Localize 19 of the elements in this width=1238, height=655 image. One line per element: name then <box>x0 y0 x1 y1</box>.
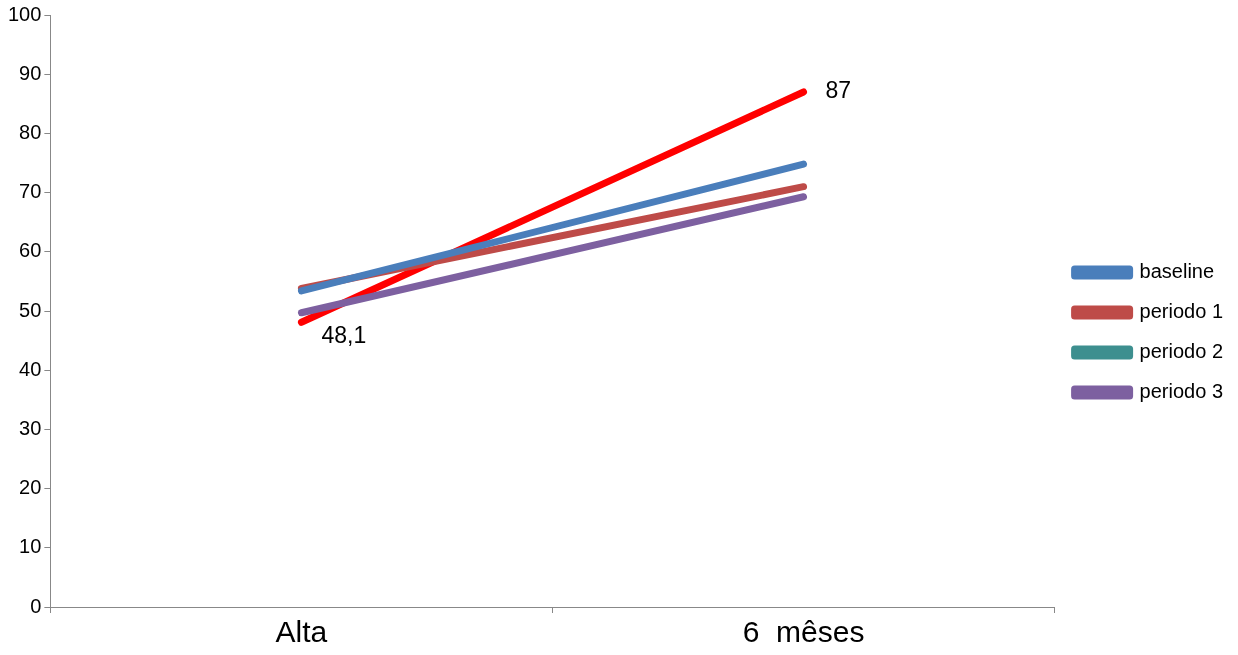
y-tick-label: 20 <box>19 476 42 499</box>
x-tick-label: Alta <box>275 615 328 649</box>
y-tick-label: 50 <box>19 298 42 321</box>
data-label: 48,1 <box>321 321 367 348</box>
x-tick-label: 6 mêses <box>742 615 865 649</box>
y-tick-label: 90 <box>19 61 42 84</box>
y-tick-label: 40 <box>19 357 42 380</box>
y-tick-label: 10 <box>19 535 42 558</box>
data-label: 87 <box>825 77 852 104</box>
y-tick-label: 60 <box>19 239 42 262</box>
legend-label: periodo 2 <box>1139 340 1224 363</box>
y-tick-label: 70 <box>19 180 42 203</box>
y-tick-label: 30 <box>19 416 42 439</box>
legend-label: periodo 3 <box>1139 380 1224 403</box>
legend-label: periodo 1 <box>1139 300 1224 323</box>
y-tick-label: 80 <box>19 120 42 143</box>
legend-label: baseline <box>1139 260 1215 283</box>
y-tick-label: 100 <box>7 2 42 25</box>
y-tick-label: 0 <box>30 594 42 617</box>
